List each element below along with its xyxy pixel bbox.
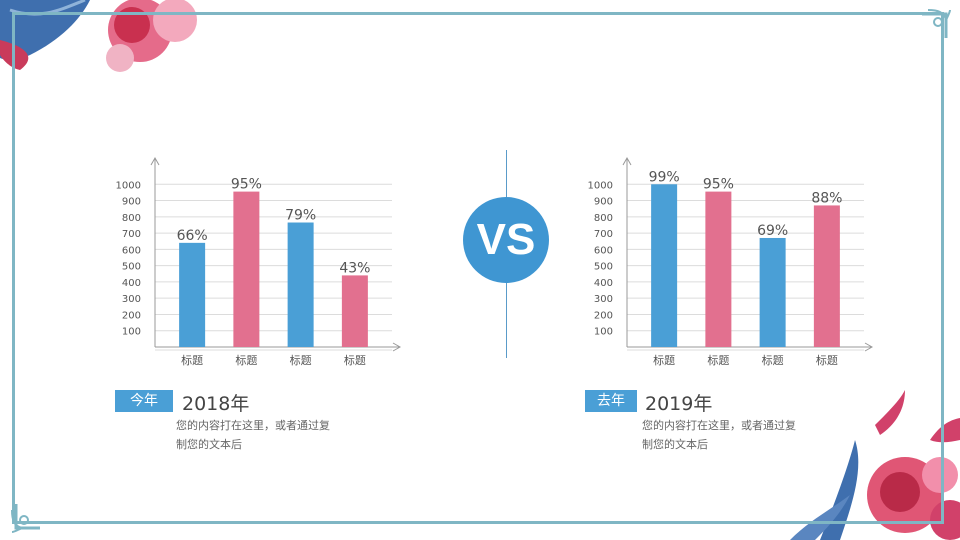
y-axis-arrow-icon	[622, 156, 632, 166]
y-tick-label: 500	[594, 262, 613, 273]
y-tick-label: 1000	[116, 180, 141, 191]
y-tick-label: 1000	[588, 180, 613, 191]
y-axis-arrow-icon	[150, 156, 160, 166]
corner-ornament-bottom-left-icon	[11, 504, 40, 533]
chart-2018: 100 200 300 400 500 600 700 800 900 1000 66% 标题 95% 标…	[116, 156, 402, 367]
x-category-label: 标题	[653, 353, 675, 367]
y-tick-label: 300	[122, 294, 141, 305]
flower-decoration-bottom-right-icon	[790, 390, 960, 540]
y-tick-label: 900	[122, 197, 141, 208]
right-description: 您的内容打在这里，或者通过复 制您的文本后	[642, 416, 832, 454]
x-category-label: 标题	[707, 353, 729, 367]
y-tick-label: 300	[594, 294, 613, 305]
y-tick-label: 500	[122, 262, 141, 273]
left-year-label: 2018年	[182, 393, 250, 415]
bar-data-label: 99%	[649, 169, 680, 185]
right-description-line1: 您的内容打在这里，或者通过复	[642, 419, 796, 432]
y-tick-label: 400	[122, 278, 141, 289]
x-category-label: 标题	[816, 353, 838, 367]
x-category-label: 标题	[344, 353, 366, 367]
y-tick-label: 800	[594, 213, 613, 224]
left-year-tag: 今年	[115, 390, 173, 412]
bar	[233, 191, 260, 347]
right-year-tag: 去年	[585, 390, 637, 412]
left-description-line1: 您的内容打在这里，或者通过复	[176, 419, 330, 432]
chart-2019: 100 200 300 400 500 600 700 800 900 1000 99% 标题 95% 标…	[588, 156, 874, 367]
y-tick-label: 400	[594, 278, 613, 289]
bar	[179, 242, 206, 347]
x-axis-arrow-icon	[864, 342, 874, 352]
bar-data-label: 88%	[811, 190, 842, 206]
vs-divider-bottom	[506, 283, 507, 358]
bar-data-label: 66%	[177, 228, 208, 244]
y-tick-label: 800	[122, 213, 141, 224]
y-tick-label: 100	[594, 327, 613, 338]
right-description-line2: 制您的文本后	[642, 438, 708, 451]
left-description: 您的内容打在这里，或者通过复 制您的文本后	[176, 416, 366, 454]
x-category-label: 标题	[290, 353, 312, 367]
bar	[813, 205, 840, 347]
y-tick-label: 700	[594, 229, 613, 240]
bar-data-label: 43%	[339, 260, 370, 276]
bar-data-label: 79%	[285, 208, 316, 224]
y-tick-label: 600	[122, 245, 141, 256]
left-description-line2: 制您的文本后	[176, 438, 242, 451]
y-tick-label: 200	[122, 310, 141, 321]
corner-ornament-top-right-icon	[922, 9, 951, 38]
bar-data-label: 69%	[757, 223, 788, 239]
x-axis-arrow-icon	[392, 342, 402, 352]
y-tick-label: 600	[594, 245, 613, 256]
bar	[705, 191, 732, 347]
x-category-label: 标题	[181, 353, 203, 367]
x-category-label: 标题	[235, 353, 257, 367]
right-year-label: 2019年	[645, 393, 713, 415]
y-tick-label: 900	[594, 197, 613, 208]
bar-data-label: 95%	[703, 177, 734, 193]
bar	[651, 184, 678, 347]
bar	[341, 275, 368, 347]
y-tick-label: 100	[122, 327, 141, 338]
vs-badge: VS	[463, 197, 549, 283]
y-tick-label: 700	[122, 229, 141, 240]
y-tick-label: 200	[594, 310, 613, 321]
slide-frame	[12, 12, 944, 524]
vs-divider-top	[506, 150, 507, 197]
x-category-label: 标题	[762, 353, 784, 367]
bar	[759, 237, 786, 347]
bar-data-label: 95%	[231, 177, 262, 193]
bar	[287, 222, 314, 347]
